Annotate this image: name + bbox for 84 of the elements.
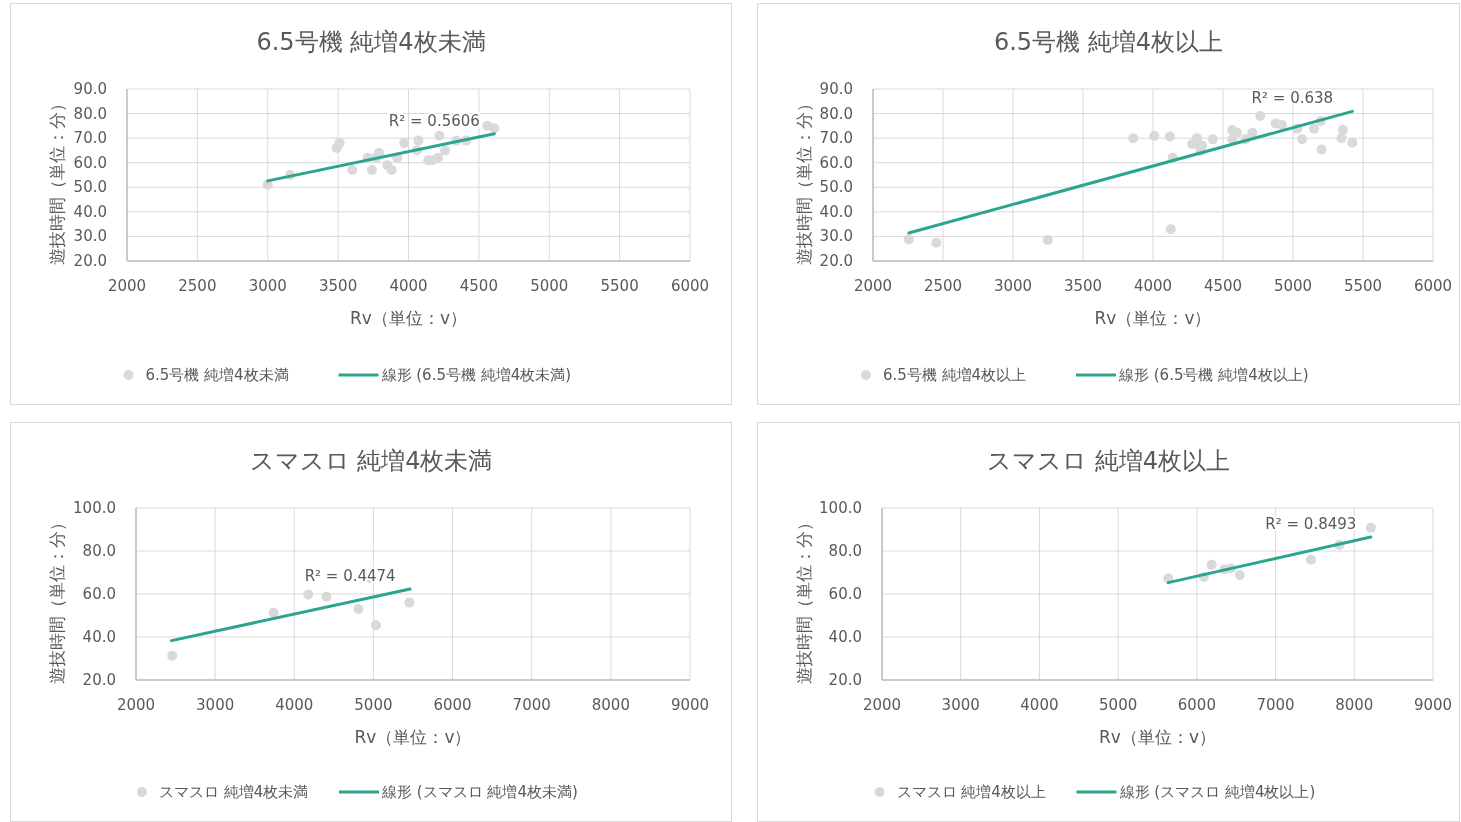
x-tick-label: 4000 [275, 696, 314, 714]
annotation: R² = 0.638 [1251, 89, 1334, 108]
y-tick-label: 60.0 [828, 585, 862, 603]
x-tick-label: 5000 [354, 696, 393, 714]
y-tick-label: 40.0 [73, 202, 107, 221]
x-tick-label: 9000 [670, 696, 710, 714]
x-tick-label: 5000 [1099, 696, 1138, 714]
chart-title: スマスロ 純増4枚未満 [249, 447, 493, 475]
x-tick-label: 2000 [116, 696, 156, 714]
x-tick-label: 6000 [1413, 277, 1453, 295]
y-tick-label: 60.0 [73, 153, 107, 172]
x-tick-label: 2000 [107, 277, 147, 295]
y-tick-label: 40.0 [828, 628, 862, 646]
x-tick-label: 6000 [1177, 696, 1216, 714]
y-axis-title: 遊技時間（単位：分） [47, 95, 67, 265]
x-tick-label: 6000 [433, 696, 472, 714]
x-tick-label: 3000 [941, 696, 980, 714]
legend-label: 6.5号機 純増4枚以上 [883, 366, 1027, 384]
legend-label: スマスロ 純増4枚以上 [896, 783, 1046, 801]
x-tick-label: 3000 [993, 277, 1033, 295]
x-tick-label: 4000 [389, 277, 428, 295]
chart-title: 6.5号機 純増4枚未満 [256, 28, 486, 56]
y-tick-label: 70.0 [819, 129, 853, 148]
y-tick-label: 20.0 [82, 671, 116, 689]
x-tick-label: 6000 [670, 277, 710, 295]
chart-title: スマスロ 純増4枚以上 [987, 447, 1230, 475]
x-tick-label: 2000 [862, 696, 902, 714]
x-tick-label: 3500 [1063, 277, 1103, 295]
x-axis-title: Rv（単位：v） [1094, 308, 1212, 328]
y-tick-label: 90.0 [73, 80, 107, 98]
x-axis-title: Rv（単位：v） [354, 727, 472, 747]
x-tick-label: 4500 [459, 277, 498, 295]
legend-label: 線形 (スマスロ 純増4枚以上) [1118, 783, 1316, 801]
y-tick-label: 90.0 [819, 80, 853, 98]
legend-label: 線形 (6.5号機 純増4枚未満) [380, 366, 572, 384]
y-axis-title: 遊技時間（単位：分） [794, 514, 814, 684]
y-tick-label: 80.0 [828, 542, 862, 560]
annotation: R² = 0.5606 [388, 111, 480, 130]
y-tick-label: 50.0 [819, 178, 853, 197]
x-tick-label: 2000 [853, 277, 893, 295]
x-tick-label: 4000 [1133, 277, 1173, 295]
x-tick-label: 3000 [196, 696, 235, 714]
x-tick-label: 3000 [248, 277, 287, 295]
x-tick-label: 9000 [1413, 696, 1453, 714]
y-tick-label: 30.0 [73, 227, 107, 246]
y-tick-label: 80.0 [82, 542, 116, 560]
y-tick-label: 70.0 [73, 129, 107, 148]
x-tick-label: 8000 [1335, 696, 1374, 714]
y-axis-title: 遊技時間（単位：分） [47, 514, 67, 684]
annotation: R² = 0.4474 [304, 567, 396, 586]
legend-label: スマスロ 純増4枚未満 [159, 783, 309, 801]
annotation: R² = 0.8493 [1265, 515, 1357, 534]
legend-label: 線形 (スマスロ 純増4枚未満) [381, 783, 578, 801]
x-tick-label: 3500 [319, 277, 358, 295]
x-tick-label: 5000 [530, 277, 569, 295]
x-tick-label: 4500 [1203, 277, 1243, 295]
legend-label: 6.5号機 純増4枚未満 [145, 366, 289, 384]
y-tick-label: 20.0 [828, 671, 862, 689]
x-tick-label: 4000 [1020, 696, 1059, 714]
y-tick-label: 80.0 [819, 104, 853, 123]
x-tick-label: 7000 [512, 696, 551, 714]
x-tick-label: 7000 [1256, 696, 1295, 714]
chart-title: 6.5号機 純増4枚以上 [993, 28, 1224, 56]
x-axis-title: Rv（単位：v） [350, 308, 467, 328]
y-tick-label: 40.0 [82, 628, 116, 646]
x-axis-title: Rv（単位：v） [1099, 727, 1216, 747]
x-tick-label: 5500 [1343, 277, 1383, 295]
legend-label: 線形 (6.5号機 純増4枚以上) [1118, 366, 1309, 384]
x-tick-label: 5500 [600, 277, 639, 295]
y-tick-label: 20.0 [819, 252, 853, 270]
x-tick-label: 2500 [178, 277, 217, 295]
y-axis-title: 遊技時間（単位：分） [794, 95, 814, 265]
y-tick-label: 50.0 [73, 178, 107, 197]
y-tick-label: 100.0 [819, 499, 862, 517]
y-tick-label: 40.0 [819, 202, 853, 221]
y-tick-label: 80.0 [73, 104, 107, 123]
y-tick-label: 20.0 [73, 252, 107, 270]
y-tick-label: 60.0 [819, 153, 853, 172]
y-tick-label: 60.0 [82, 585, 116, 603]
x-tick-label: 2500 [923, 277, 963, 295]
x-tick-label: 5000 [1273, 277, 1313, 295]
y-tick-label: 100.0 [73, 499, 116, 517]
y-tick-label: 30.0 [819, 227, 853, 246]
x-tick-label: 8000 [591, 696, 630, 714]
